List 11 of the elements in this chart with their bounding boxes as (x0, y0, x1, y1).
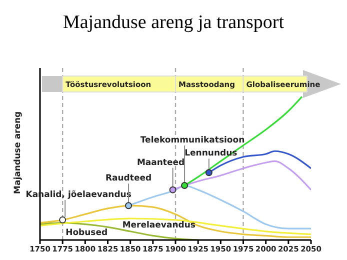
point (169, 186, 176, 194)
annotation: Telekommunikatsioon (140, 136, 245, 146)
point (205, 169, 212, 176)
point (181, 182, 188, 190)
series-label: Merelaevandus (122, 220, 196, 230)
annotation: Maanteed (136, 158, 185, 168)
point (125, 202, 132, 210)
series-label: Hobused (66, 228, 108, 238)
annotation: Raudteed (105, 174, 152, 184)
chart-title: Majanduse areng ja transport (62, 12, 286, 34)
y-axis-title: Majanduse areng (13, 111, 24, 194)
